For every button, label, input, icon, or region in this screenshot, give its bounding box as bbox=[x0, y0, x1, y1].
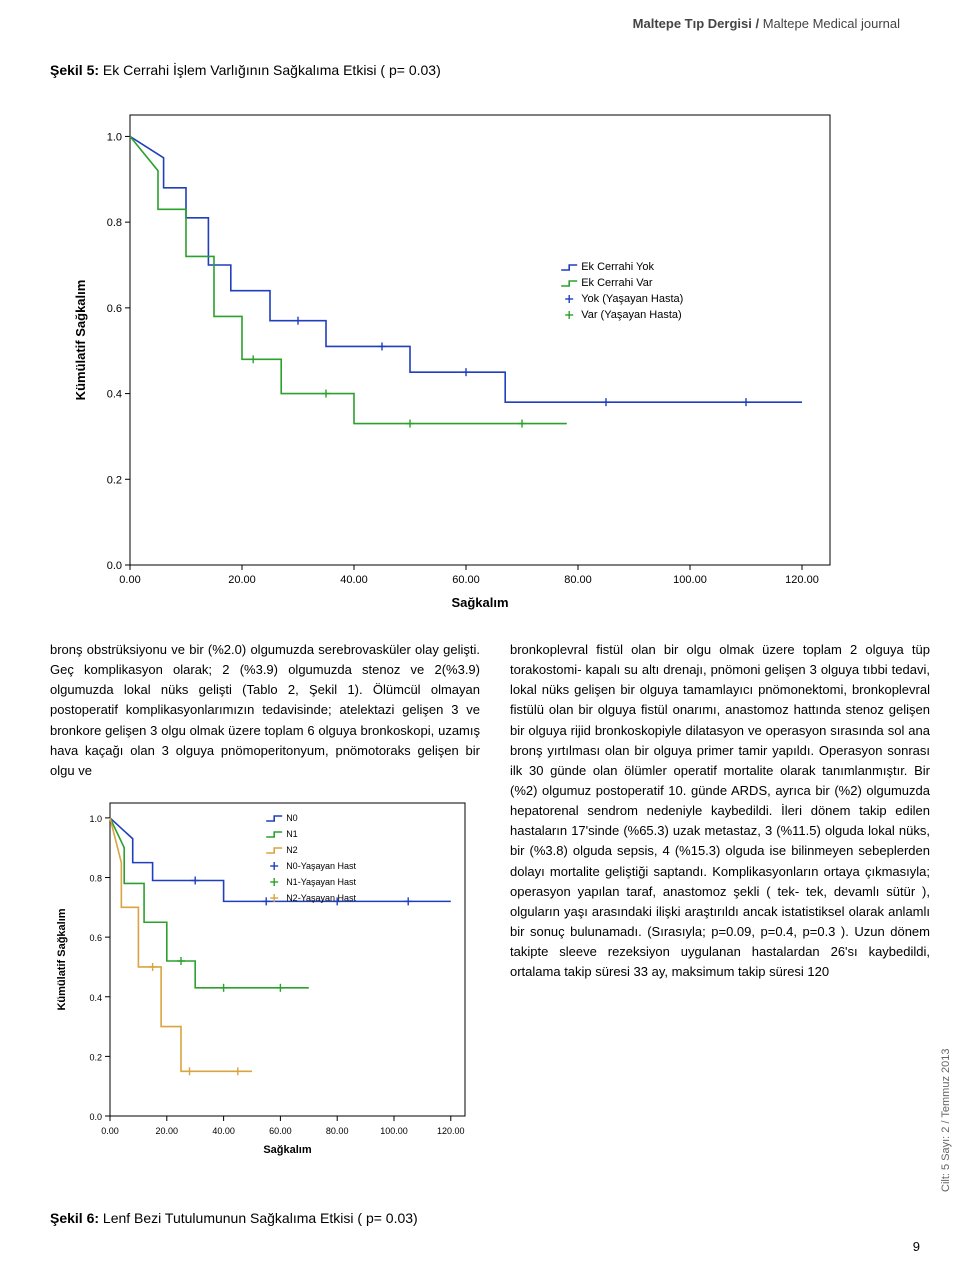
svg-text:N2: N2 bbox=[286, 845, 298, 855]
figure5-label: Şekil 5: bbox=[50, 62, 99, 78]
svg-text:60.00: 60.00 bbox=[269, 1126, 292, 1136]
figure6-title: Şekil 6: Lenf Bezi Tutulumunun Sağkalıma… bbox=[50, 1210, 418, 1226]
svg-text:Ek Cerrahi Yok: Ek Cerrahi Yok bbox=[581, 261, 654, 273]
svg-text:N1-Yaşayan Hast: N1-Yaşayan Hast bbox=[286, 877, 356, 887]
svg-text:0.8: 0.8 bbox=[89, 874, 102, 884]
svg-text:0.00: 0.00 bbox=[119, 574, 140, 586]
svg-text:N2-Yaşayan Hast: N2-Yaşayan Hast bbox=[286, 893, 356, 903]
svg-text:0.4: 0.4 bbox=[107, 389, 122, 401]
left-column: bronş obstrüksiyonu ve bir (%2.0) olgumu… bbox=[50, 640, 480, 1161]
svg-text:100.00: 100.00 bbox=[673, 574, 707, 586]
figure5-caption: Ek Cerrahi İşlem Varlığının Sağkalıma Et… bbox=[99, 62, 441, 78]
svg-text:1.0: 1.0 bbox=[89, 814, 102, 824]
chart-1-svg: 0.0 0.2 0.4 0.6 0.8 1.0 0.00 20.00 40.00 60.00 80.… bbox=[50, 95, 850, 615]
figure6-label: Şekil 6: bbox=[50, 1210, 99, 1226]
svg-text:0.4: 0.4 bbox=[89, 993, 102, 1003]
svg-text:N1: N1 bbox=[286, 829, 298, 839]
side-volume-label: Cilt: 5 Sayı: 2 / Temmuz 2013 bbox=[934, 1020, 952, 1220]
figure6-caption: Lenf Bezi Tutulumunun Sağkalıma Etkisi (… bbox=[99, 1210, 418, 1226]
svg-text:20.00: 20.00 bbox=[228, 574, 256, 586]
right-paragraph: bronkoplevral fistül olan bir olgu olmak… bbox=[510, 640, 930, 982]
svg-text:100.00: 100.00 bbox=[380, 1126, 408, 1136]
figure5-title: Şekil 5: Ek Cerrahi İşlem Varlığının Sağ… bbox=[50, 62, 441, 78]
journal-header: Maltepe Tıp Dergisi / Maltepe Medical jo… bbox=[633, 16, 900, 31]
svg-text:0.6: 0.6 bbox=[89, 933, 102, 943]
svg-text:40.00: 40.00 bbox=[212, 1126, 235, 1136]
journal-rest: Maltepe Medical journal bbox=[759, 16, 900, 31]
svg-text:1.0: 1.0 bbox=[107, 131, 122, 143]
svg-text:120.00: 120.00 bbox=[785, 574, 819, 586]
svg-text:0.0: 0.0 bbox=[89, 1112, 102, 1122]
chart-1-container: 0.0 0.2 0.4 0.6 0.8 1.0 0.00 20.00 40.00 60.00 80.… bbox=[50, 95, 850, 615]
svg-text:N0: N0 bbox=[286, 813, 298, 823]
svg-text:60.00: 60.00 bbox=[452, 574, 480, 586]
svg-text:40.00: 40.00 bbox=[340, 574, 368, 586]
svg-text:0.0: 0.0 bbox=[107, 560, 122, 572]
svg-text:Ek Cerrahi Var: Ek Cerrahi Var bbox=[581, 277, 653, 289]
svg-text:20.00: 20.00 bbox=[156, 1126, 179, 1136]
text-columns: bronş obstrüksiyonu ve bir (%2.0) olgumu… bbox=[50, 640, 930, 1161]
svg-text:Kümülatif Sağkalım: Kümülatif Sağkalım bbox=[73, 280, 88, 401]
chart-2-svg: 0.0 0.2 0.4 0.6 0.8 1.0 0.00 20.00 40.00 60.00 80.… bbox=[50, 791, 480, 1161]
svg-text:Kümülatif Sağkalım: Kümülatif Sağkalım bbox=[56, 908, 68, 1010]
page-number: 9 bbox=[913, 1239, 920, 1254]
svg-text:0.8: 0.8 bbox=[107, 217, 122, 229]
svg-text:80.00: 80.00 bbox=[564, 574, 592, 586]
svg-text:0.2: 0.2 bbox=[89, 1052, 102, 1062]
right-column: bronkoplevral fistül olan bir olgu olmak… bbox=[510, 640, 930, 1161]
journal-bold: Maltepe Tıp Dergisi / bbox=[633, 16, 759, 31]
svg-text:Yok (Yaşayan Hasta): Yok (Yaşayan Hasta) bbox=[581, 293, 683, 305]
left-paragraph: bronş obstrüksiyonu ve bir (%2.0) olgumu… bbox=[50, 640, 480, 781]
svg-text:0.6: 0.6 bbox=[107, 303, 122, 315]
svg-text:Var (Yaşayan Hasta): Var (Yaşayan Hasta) bbox=[581, 309, 681, 321]
svg-text:0.2: 0.2 bbox=[107, 474, 122, 486]
chart-2-container: 0.0 0.2 0.4 0.6 0.8 1.0 0.00 20.00 40.00 60.00 80.… bbox=[50, 791, 480, 1161]
svg-text:N0-Yaşayan Hast: N0-Yaşayan Hast bbox=[286, 861, 356, 871]
svg-text:120.00: 120.00 bbox=[437, 1126, 465, 1136]
svg-text:Sağkalım: Sağkalım bbox=[263, 1144, 312, 1156]
svg-text:80.00: 80.00 bbox=[326, 1126, 349, 1136]
svg-text:Sağkalım: Sağkalım bbox=[451, 595, 508, 610]
svg-text:0.00: 0.00 bbox=[101, 1126, 119, 1136]
